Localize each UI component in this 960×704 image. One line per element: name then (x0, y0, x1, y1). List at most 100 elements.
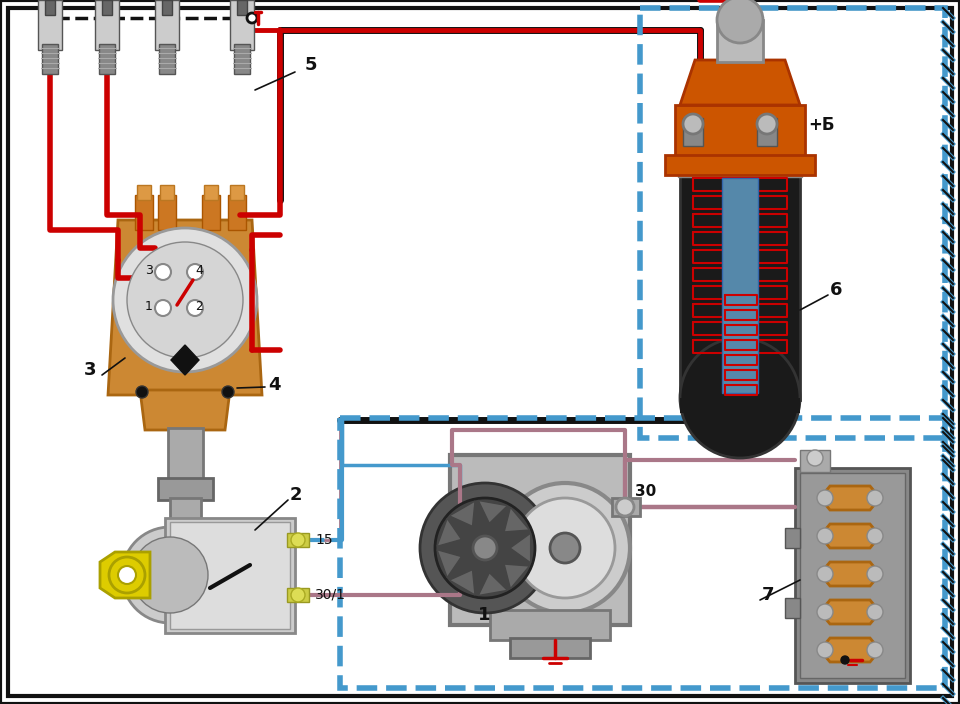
Circle shape (113, 228, 257, 372)
Circle shape (291, 533, 305, 547)
Bar (230, 0, 254, 50)
Circle shape (867, 528, 883, 544)
Polygon shape (478, 501, 508, 523)
Bar (155, 0, 179, 50)
Text: 3: 3 (145, 263, 153, 277)
Circle shape (817, 642, 833, 658)
Polygon shape (108, 220, 262, 395)
Circle shape (136, 386, 148, 398)
Bar (160, 185, 174, 200)
Circle shape (420, 483, 550, 613)
Bar (612, 498, 640, 516)
Bar (340, 418, 945, 688)
Circle shape (807, 450, 823, 466)
Text: +Б: +Б (808, 116, 834, 134)
Circle shape (122, 527, 218, 623)
Bar (202, 195, 220, 230)
Bar (230, 185, 244, 200)
Bar (757, 118, 777, 146)
Circle shape (473, 536, 497, 560)
Bar (675, 105, 805, 170)
Circle shape (500, 483, 630, 613)
Bar (722, 178, 758, 393)
Bar (287, 588, 309, 602)
Bar (678, 165, 802, 177)
Text: 6: 6 (830, 281, 843, 299)
Bar (165, 518, 295, 633)
Bar (680, 398, 800, 413)
Text: 4: 4 (268, 376, 280, 394)
Text: 3: 3 (84, 361, 96, 379)
Circle shape (187, 300, 203, 316)
Bar (717, 20, 763, 62)
Bar (785, 528, 800, 548)
Polygon shape (140, 390, 230, 430)
Bar (234, 44, 250, 74)
Bar (162, 0, 172, 15)
Circle shape (155, 300, 171, 316)
Text: 7: 7 (762, 586, 775, 604)
Polygon shape (100, 552, 150, 598)
Polygon shape (504, 564, 530, 589)
Bar (665, 155, 815, 175)
Polygon shape (449, 501, 475, 527)
Circle shape (222, 386, 234, 398)
Circle shape (817, 604, 833, 620)
Circle shape (155, 264, 171, 280)
Circle shape (515, 498, 615, 598)
Circle shape (187, 264, 203, 280)
Bar (490, 610, 610, 640)
Text: 5: 5 (305, 56, 318, 74)
Circle shape (118, 566, 136, 584)
Polygon shape (680, 60, 800, 105)
Text: 4: 4 (195, 263, 203, 277)
Circle shape (817, 566, 833, 582)
Bar (450, 455, 630, 625)
Bar (42, 44, 58, 74)
Circle shape (867, 566, 883, 582)
Circle shape (291, 588, 305, 602)
Text: 2: 2 (195, 299, 203, 313)
Circle shape (550, 533, 580, 563)
Bar (158, 478, 213, 500)
Polygon shape (820, 524, 880, 548)
Circle shape (867, 642, 883, 658)
Circle shape (867, 604, 883, 620)
Polygon shape (820, 486, 880, 510)
Text: 1: 1 (145, 299, 153, 313)
Circle shape (867, 490, 883, 506)
Polygon shape (437, 550, 462, 577)
Circle shape (435, 498, 535, 598)
Bar (170, 522, 290, 629)
Polygon shape (449, 570, 475, 595)
Bar (158, 195, 176, 230)
Circle shape (841, 656, 849, 664)
Circle shape (717, 0, 763, 43)
Bar (785, 598, 800, 618)
Bar (680, 170, 800, 400)
Circle shape (616, 498, 634, 516)
Bar (99, 44, 115, 74)
Circle shape (817, 528, 833, 544)
Circle shape (127, 242, 243, 358)
Circle shape (757, 114, 777, 134)
Circle shape (817, 490, 833, 506)
Polygon shape (437, 518, 462, 546)
Bar (287, 533, 309, 547)
Text: 2: 2 (290, 486, 302, 504)
Bar (170, 498, 201, 548)
Bar (683, 118, 703, 146)
Polygon shape (820, 562, 880, 586)
Bar (228, 195, 246, 230)
Polygon shape (510, 533, 531, 562)
Bar (168, 428, 203, 483)
Bar (640, 8, 945, 438)
Polygon shape (820, 638, 880, 662)
Bar (38, 0, 62, 50)
Polygon shape (171, 345, 199, 375)
Bar (45, 0, 55, 15)
Bar (800, 450, 830, 472)
Bar (510, 638, 590, 658)
Circle shape (680, 338, 800, 458)
Polygon shape (504, 508, 530, 532)
